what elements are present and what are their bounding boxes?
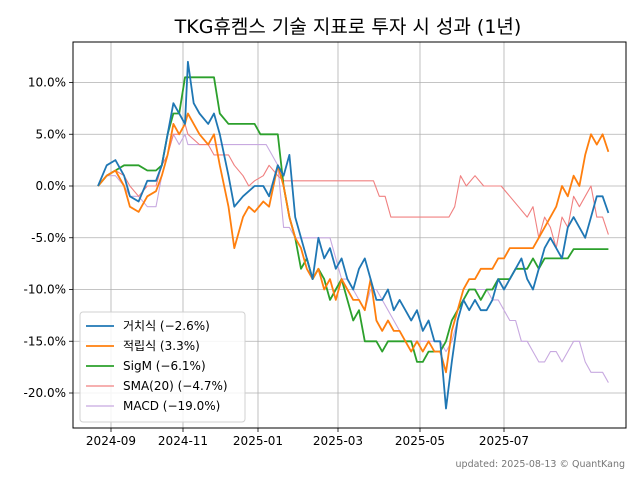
x-tick-label: 2025-01	[233, 434, 283, 448]
y-tick-label: 10.0%	[28, 76, 66, 90]
x-tick-label: 2025-07	[479, 434, 529, 448]
legend-label: MACD (−19.0%)	[123, 399, 220, 413]
legend: 거치식 (−2.6%) 적립식 (3.3%) SigM (−6.1%) SMA(20)…	[79, 311, 246, 423]
y-axis: 10.0% 5.0% 0.0% -5.0% -10.0% -15.0% -20.0%	[24, 76, 73, 400]
y-tick-label: -15.0%	[24, 334, 66, 348]
y-tick-label: -20.0%	[24, 386, 66, 400]
legend-label: 적립식 (3.3%)	[123, 339, 200, 353]
x-tick-label: 2025-03	[313, 434, 363, 448]
x-tick-label: 2025-05	[395, 434, 445, 448]
plot-frame	[72, 41, 627, 429]
legend-box	[79, 311, 246, 423]
series-line-1	[97, 112, 610, 374]
footer-note: updated: 2025-08-13 © QuantKang	[456, 459, 625, 470]
x-axis: 2024-09 2024-11 2025-01 2025-03 2025-05 2025-…	[86, 428, 529, 448]
y-tick-label: 0.0%	[36, 179, 67, 193]
legend-label: SigM (−6.1%)	[123, 359, 206, 373]
legend-label: SMA(20) (−4.7%)	[123, 379, 228, 393]
legend-label: 거치식 (−2.6%)	[123, 319, 210, 333]
series-lines	[97, 60, 610, 410]
x-tick-label: 2024-09	[86, 434, 136, 448]
y-tick-label: 5.0%	[36, 127, 67, 141]
y-tick-label: -5.0%	[31, 231, 66, 245]
series-line-0	[97, 60, 610, 410]
y-tick-label: -10.0%	[24, 283, 66, 297]
x-tick-label: 2024-11	[158, 434, 208, 448]
chart-title: TKG휴켐스 기술 지표로 투자 시 성과 (1년)	[174, 16, 522, 38]
